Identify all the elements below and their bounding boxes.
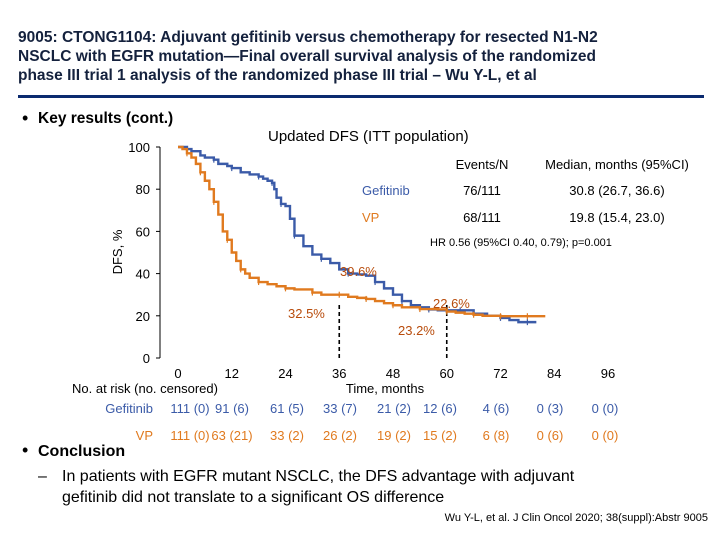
- title-line-2: NSCLC with EGFR mutation—Final overall s…: [18, 48, 596, 65]
- title-line-3: phase III trial 1 analysis of the random…: [18, 67, 537, 84]
- x-tick-label: 60: [440, 366, 454, 381]
- risk-value: 12 (6): [423, 401, 457, 416]
- risk-value: 19 (2): [377, 428, 411, 443]
- y-axis-label: DFS, %: [110, 229, 125, 274]
- annotation-gefitinib-36: 39.6%: [340, 264, 377, 279]
- title-line-1: 9005: CTONG1104: Adjuvant gefitinib vers…: [18, 29, 598, 46]
- risk-value: 0 (0): [592, 401, 619, 416]
- conclusion-dash: –: [38, 468, 47, 485]
- y-tick-label: 20: [136, 309, 150, 324]
- risk-value: 61 (5): [270, 401, 304, 416]
- stats-events-value: 76/111: [463, 183, 501, 198]
- risk-table-label: No. at risk (no. censored): [72, 381, 218, 396]
- x-tick-label: 12: [225, 366, 239, 381]
- y-tick-label: 40: [136, 267, 150, 282]
- risk-value: 6 (8): [483, 428, 510, 443]
- stats-median-value: 19.8 (15.4, 23.0): [569, 210, 664, 225]
- risk-value: 111 (0): [170, 401, 209, 416]
- annotation-vp-60: 23.2%: [398, 323, 435, 338]
- y-tick-label: 80: [136, 182, 150, 197]
- risk-arm-label: VP: [136, 428, 153, 443]
- risk-value: 0 (0): [592, 428, 619, 443]
- page-title: 9005: CTONG1104: Adjuvant gefitinib vers…: [18, 28, 708, 85]
- bullet-icon: •: [22, 440, 29, 460]
- y-tick-label: 100: [128, 140, 150, 155]
- x-tick-label: 24: [278, 366, 292, 381]
- risk-value: 15 (2): [423, 428, 457, 443]
- risk-value: 26 (2): [323, 428, 357, 443]
- stats-header-median: Median, months (95%CI): [545, 157, 689, 172]
- stats-arm-label: Gefitinib: [362, 183, 410, 198]
- x-tick-label: 36: [332, 366, 346, 381]
- x-tick-label: 48: [386, 366, 400, 381]
- risk-arm-label: Gefitinib: [105, 401, 153, 416]
- stats-median-value: 30.8 (26.7, 36.6): [569, 183, 664, 198]
- stats-events-value: 68/111: [463, 210, 501, 225]
- chart-title: Updated DFS (ITT population): [268, 128, 469, 145]
- x-tick-label: 72: [493, 366, 507, 381]
- hazard-ratio: HR 0.56 (95%CI 0.40, 0.79); p=0.001: [430, 237, 612, 249]
- key-results-heading: Key results (cont.): [38, 110, 174, 127]
- x-tick-label: 0: [174, 366, 181, 381]
- x-axis-label: Time, months: [346, 381, 425, 396]
- y-tick-label: 0: [143, 351, 150, 366]
- bullet-icon: •: [22, 108, 29, 128]
- reference-citation: Wu Y-L, et al. J Clin Oncol 2020; 38(sup…: [444, 512, 708, 524]
- risk-value: 0 (6): [537, 428, 564, 443]
- risk-value: 33 (7): [323, 401, 357, 416]
- x-tick-label: 96: [601, 366, 615, 381]
- risk-value: 21 (2): [377, 401, 411, 416]
- conclusion-line-2: gefitinib did not translate to a signifi…: [62, 489, 445, 506]
- risk-value: 4 (6): [483, 401, 510, 416]
- risk-value: 0 (3): [537, 401, 564, 416]
- series-vp-line: [178, 145, 546, 318]
- risk-value: 63 (21): [211, 428, 252, 443]
- annotation-vp-36: 32.5%: [288, 306, 325, 321]
- risk-value: 91 (6): [215, 401, 249, 416]
- conclusion-line-1: In patients with EGFR mutant NSCLC, the …: [62, 468, 575, 485]
- risk-value: 33 (2): [270, 428, 304, 443]
- stats-arm-label: VP: [362, 210, 379, 225]
- x-tick-label: 84: [547, 366, 561, 381]
- title-divider: [18, 95, 704, 98]
- risk-value: 111 (0): [170, 428, 209, 443]
- conclusion-heading: Conclusion: [38, 443, 126, 460]
- annotation-gefitinib-60: 22.6%: [433, 296, 470, 311]
- y-tick-label: 60: [136, 224, 150, 239]
- stats-header-events: Events/N: [456, 157, 509, 172]
